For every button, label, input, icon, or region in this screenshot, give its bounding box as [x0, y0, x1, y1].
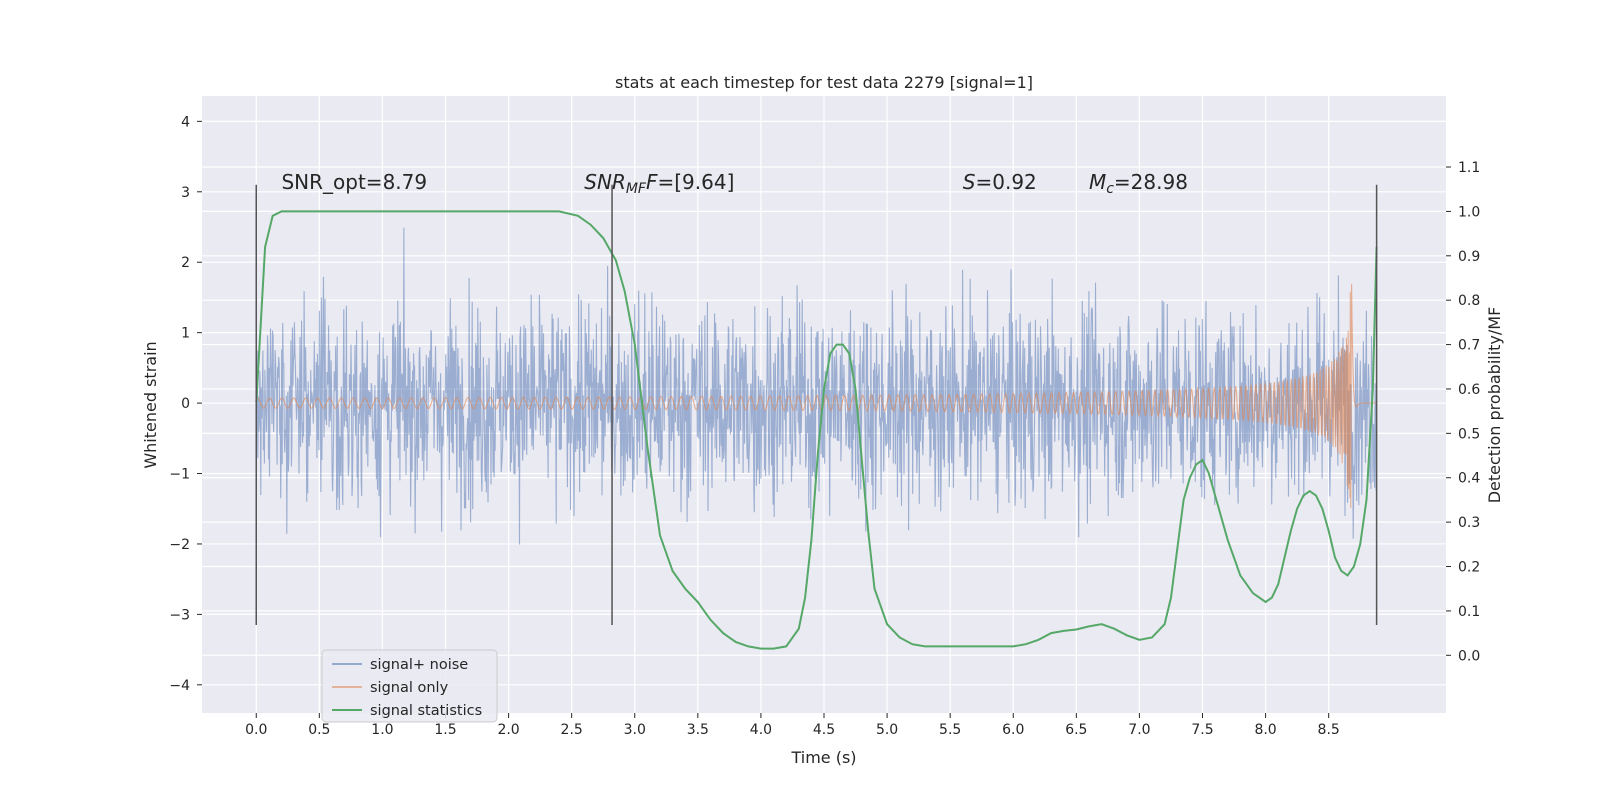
y-right-tick-label: 1.1 — [1458, 160, 1480, 176]
vertical-markers — [255, 184, 1378, 625]
annotation-0: SNR_opt=8.79 — [281, 170, 427, 194]
x-tick-label: 6.5 — [1065, 722, 1087, 738]
y-right-tick-label: 0.1 — [1458, 604, 1480, 620]
y-left-tick-label: 1 — [181, 326, 190, 342]
y-left-axis-ticks: −4 −3 −2 −1 0 1 2 3 4 — [169, 114, 202, 694]
annotation-part: S — [963, 170, 976, 194]
y-left-tick-label: −1 — [169, 467, 190, 483]
x-tick-label: 1.5 — [434, 722, 456, 738]
annotation-2: S=0.92 — [963, 170, 1037, 194]
x-tick-label: 5.0 — [876, 722, 898, 738]
x-tick-label: 6.0 — [1002, 722, 1024, 738]
y-right-tick-label: 0.8 — [1458, 293, 1480, 309]
annotation-3: Mc=28.98 — [1089, 170, 1188, 197]
x-tick-label: 3.0 — [624, 722, 646, 738]
legend-label-noise: signal+ noise — [370, 657, 468, 673]
y-right-axis-ticks: 0.0 0.1 0.2 0.3 0.4 0.5 0.6 0.7 0.8 0.9 1.0 1.1 — [1446, 160, 1480, 664]
legend: signal+ noise signal only signal statist… — [321, 649, 498, 723]
annotation-part: =[9.64] — [658, 170, 735, 194]
x-tick-label: 4.0 — [750, 722, 772, 738]
y-right-tick-label: 0.4 — [1458, 471, 1480, 487]
y-right-tick-label: 0.0 — [1458, 648, 1480, 664]
x-tick-label: 0.5 — [308, 722, 330, 738]
x-tick-label: 5.5 — [939, 722, 961, 738]
legend-label-signal: signal only — [370, 680, 449, 696]
legend-frame — [321, 649, 498, 723]
series-layer — [255, 210, 1378, 650]
y-right-axis-label: Detection probability/MF — [1485, 307, 1504, 504]
x-tick-label: 4.5 — [813, 722, 835, 738]
annotation-part: MF — [626, 181, 647, 197]
annotation-part: M — [1089, 170, 1106, 194]
x-axis-label: Time (s) — [790, 748, 856, 767]
annotation-part: =0.92 — [975, 170, 1036, 194]
y-left-tick-label: 2 — [181, 255, 190, 271]
y-right-tick-label: 0.3 — [1458, 515, 1480, 531]
annotation-part: =28.98 — [1114, 170, 1188, 194]
x-tick-label: 2.5 — [561, 722, 583, 738]
annotation-1: SNRMFF=[9.64] — [584, 170, 734, 197]
x-tick-label: 1.0 — [371, 722, 393, 738]
y-right-tick-label: 0.9 — [1458, 249, 1480, 265]
y-right-tick-label: 1.0 — [1458, 204, 1480, 220]
y-left-tick-label: −2 — [169, 537, 190, 553]
y-right-tick-label: 0.5 — [1458, 426, 1480, 442]
legend-label-stats: signal statistics — [370, 703, 482, 719]
series-signal-statistics — [255, 210, 1378, 650]
x-tick-label: 3.5 — [687, 722, 709, 738]
x-tick-label: 2.0 — [497, 722, 519, 738]
y-left-tick-label: 4 — [181, 114, 190, 130]
x-axis-ticks: 0.0 0.5 1.0 1.5 2.0 2.5 3.0 3.5 4.0 4.5 5.0 5.5 6.0 6… — [245, 713, 1340, 738]
x-tick-label: 8.5 — [1318, 722, 1340, 738]
annotation-part: SNR — [584, 170, 626, 194]
y-left-tick-label: 0 — [181, 396, 190, 412]
chart-title: stats at each timestep for test data 227… — [615, 73, 1033, 92]
x-tick-label: 0.0 — [245, 722, 267, 738]
y-left-tick-label: 3 — [181, 185, 190, 201]
y-left-tick-label: −3 — [169, 607, 190, 623]
y-left-axis-label: Whitened strain — [141, 341, 160, 468]
annotation-part: F — [646, 170, 658, 194]
x-tick-label: 7.0 — [1128, 722, 1150, 738]
annotation-part: F=[9.64] — [646, 170, 734, 194]
y-right-tick-label: 0.7 — [1458, 338, 1480, 354]
annotation-part: c — [1106, 181, 1114, 197]
x-tick-label: 7.5 — [1191, 722, 1213, 738]
annotations: SNR_opt=8.79 SNRMFF=[9.64] S=0.92 Mc=28.98 — [281, 170, 1187, 197]
x-tick-label: 8.0 — [1254, 722, 1276, 738]
series-signal-only — [255, 283, 1377, 509]
y-right-tick-label: 0.6 — [1458, 382, 1480, 398]
y-right-tick-label: 0.2 — [1458, 560, 1480, 576]
y-left-tick-label: −4 — [169, 678, 190, 694]
